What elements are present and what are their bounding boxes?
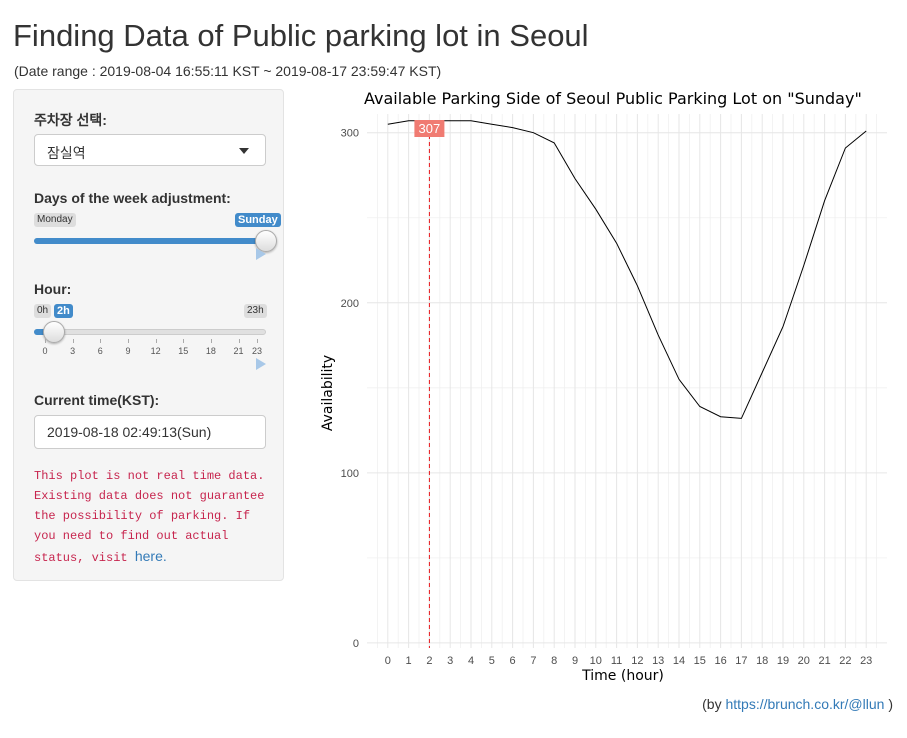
x-tick-label: 6: [510, 655, 516, 667]
hour-tick-label: 12: [150, 346, 161, 356]
parking-lot-selected-value: 잠실역: [47, 146, 86, 162]
x-tick-label: 20: [798, 655, 810, 667]
y-axis-title: Availability: [320, 355, 336, 431]
credit-link[interactable]: https://brunch.co.kr/@llun: [725, 696, 885, 712]
hour-tick-mark: [155, 339, 157, 343]
hour-tick-label: 9: [125, 346, 131, 356]
y-tick-label: 300: [341, 128, 359, 140]
hour-max-tag: 23h: [244, 304, 267, 318]
chart-title: Available Parking Side of Seoul Public P…: [364, 89, 862, 108]
page-title: Finding Data of Public parking lot in Se…: [13, 18, 589, 53]
hour-tick-label: 3: [70, 346, 76, 356]
hour-tick-mark: [127, 339, 129, 343]
hour-tick-mark: [45, 339, 46, 343]
x-tick-label: 7: [530, 655, 536, 667]
hour-tick-mark: [72, 339, 74, 343]
y-tick-label: 0: [353, 638, 359, 650]
hour-tick-mark: [257, 339, 258, 343]
x-tick-label: 9: [572, 655, 578, 667]
footer-credit: (by https://brunch.co.kr/@llun ): [702, 696, 893, 712]
x-tick-label: 4: [468, 655, 474, 667]
x-tick-label: 1: [406, 655, 412, 667]
current-time-input[interactable]: [47, 424, 257, 440]
x-tick-label: 17: [735, 655, 747, 667]
x-tick-label: 13: [652, 655, 664, 667]
x-tick-label: 10: [590, 655, 602, 667]
current-value-label: 307: [419, 121, 441, 136]
x-tick-label: 11: [611, 655, 622, 667]
disclaimer-notice: This plot is not real time data. Existin…: [34, 466, 274, 568]
x-tick-label: 22: [839, 655, 851, 667]
hour-value-tag: 2h: [54, 304, 73, 318]
hour-tick-label: 0: [42, 346, 48, 356]
day-min-tag: Monday: [34, 213, 76, 227]
x-tick-label: 23: [860, 655, 872, 667]
day-slider-label: Days of the week adjustment:: [34, 190, 231, 206]
current-time-field[interactable]: [34, 415, 266, 449]
x-tick-label: 16: [714, 655, 726, 667]
x-tick-label: 15: [694, 655, 706, 667]
x-tick-label: 3: [447, 655, 453, 667]
current-value-label-bg: [414, 120, 445, 137]
availability-series-line: [387, 120, 867, 419]
date-range: (Date range : 2019-08-04 16:55:11 KST ~ …: [14, 63, 442, 79]
hour-tick-mark: [100, 339, 102, 343]
x-tick-label: 19: [777, 655, 789, 667]
hour-slider-label: Hour:: [34, 281, 72, 297]
hour-play-icon[interactable]: [256, 358, 266, 370]
parking-lot-label: 주차장 선택:: [34, 112, 107, 128]
day-slider-handle[interactable]: [255, 230, 277, 252]
x-tick-label: 12: [631, 655, 643, 667]
x-tick-label: 21: [818, 655, 830, 667]
day-value-tag: Sunday: [235, 213, 281, 227]
credit-prefix: (by: [702, 696, 726, 712]
hour-slider-handle[interactable]: [43, 321, 66, 343]
control-panel: 주차장 선택: 잠실역 Days of the week adjustment:…: [13, 89, 284, 581]
disclaimer-link[interactable]: here.: [134, 548, 167, 564]
disclaimer-text: This plot is not real time data. Existin…: [34, 469, 265, 565]
hour-slider-track[interactable]: [34, 329, 266, 335]
x-tick-label: 2: [426, 655, 432, 667]
hour-tick-label: 21: [233, 346, 244, 356]
hour-tick-label: 23: [251, 346, 263, 356]
hour-min-tag: 0h: [34, 304, 52, 318]
hour-tick-label: 15: [178, 346, 189, 356]
chevron-down-icon: [239, 148, 249, 154]
day-slider-fill: [34, 238, 266, 244]
hour-tick-mark: [183, 339, 185, 343]
current-time-label: Current time(KST):: [34, 392, 160, 408]
hour-tick-label: 6: [97, 346, 103, 356]
x-tick-label: 0: [385, 655, 391, 667]
y-tick-label: 100: [341, 468, 359, 480]
x-tick-label: 14: [673, 655, 685, 667]
credit-suffix: ): [884, 696, 893, 712]
x-tick-label: 18: [756, 655, 768, 667]
y-tick-label: 200: [341, 298, 359, 310]
parking-lot-select[interactable]: 잠실역: [34, 134, 266, 166]
x-axis-title: Time (hour): [581, 668, 664, 684]
day-play-icon[interactable]: [256, 248, 266, 260]
x-tick-label: 8: [551, 655, 557, 667]
hour-tick-label: 18: [205, 346, 216, 356]
x-tick-label: 5: [489, 655, 495, 667]
hour-tick-mark: [238, 339, 240, 343]
hour-tick-mark: [210, 339, 212, 343]
